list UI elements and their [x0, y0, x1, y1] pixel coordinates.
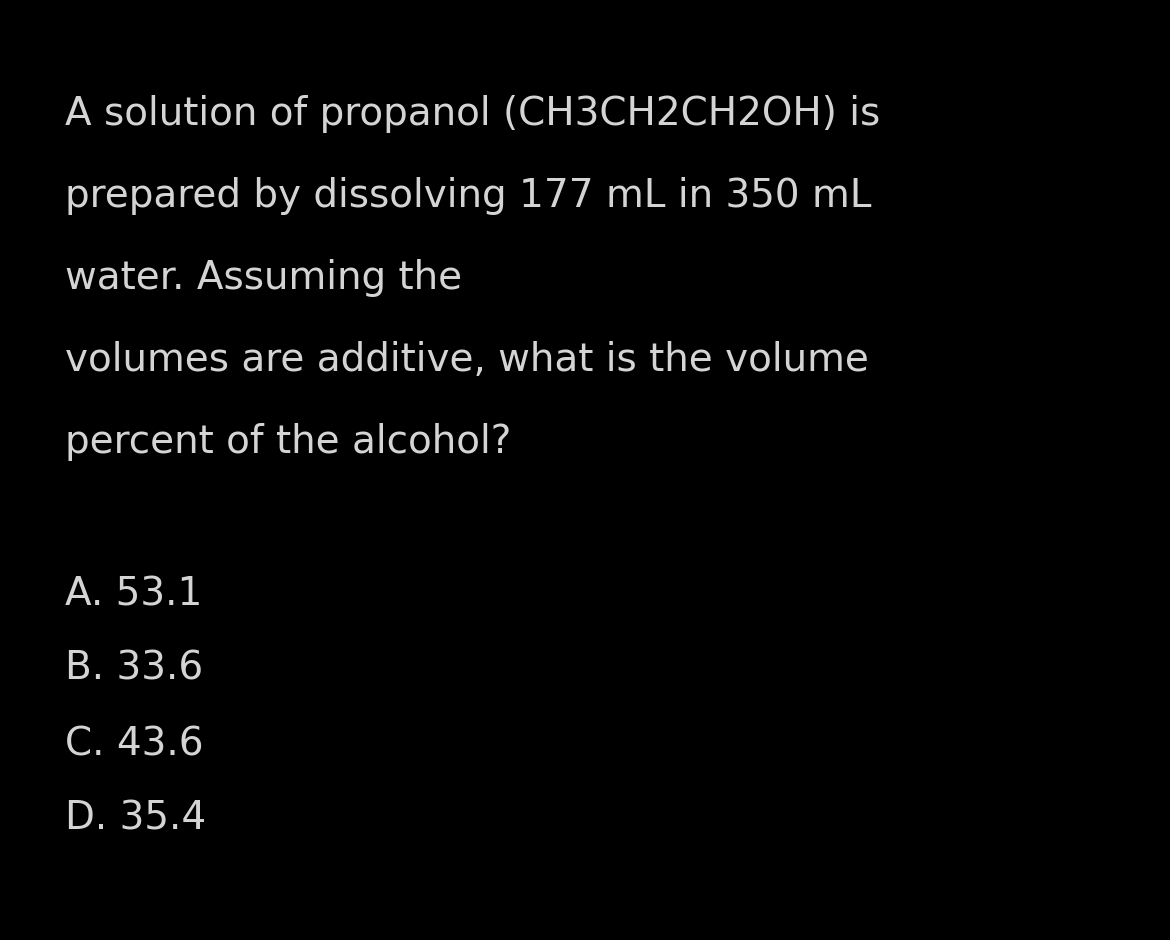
- Text: water. Assuming the: water. Assuming the: [66, 259, 462, 297]
- Text: prepared by dissolving 177 mL in 350 mL: prepared by dissolving 177 mL in 350 mL: [66, 177, 872, 215]
- Text: C. 43.6: C. 43.6: [66, 725, 204, 763]
- Text: D. 35.4: D. 35.4: [66, 800, 206, 838]
- Text: B. 33.6: B. 33.6: [66, 650, 204, 688]
- Text: A. 53.1: A. 53.1: [66, 575, 202, 613]
- Text: A solution of propanol (CH3CH2CH2OH) is: A solution of propanol (CH3CH2CH2OH) is: [66, 95, 880, 133]
- Text: volumes are additive, what is the volume: volumes are additive, what is the volume: [66, 341, 869, 379]
- Text: percent of the alcohol?: percent of the alcohol?: [66, 423, 511, 461]
